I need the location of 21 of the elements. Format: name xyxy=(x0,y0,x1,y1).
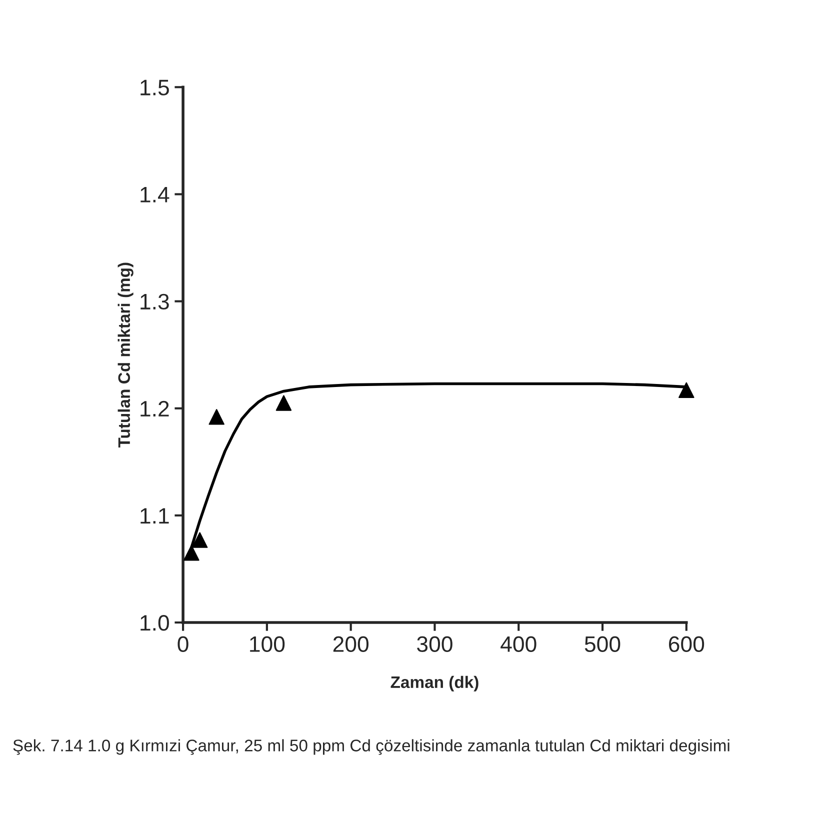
x-tick-label: 600 xyxy=(668,636,704,652)
text: Şek. 7.14 1.0 g Kırmızi Çamur, 25 ml 50 ppm Cd çözeltisinde zamanla tutulan Cd miktari degisimi xyxy=(13,739,730,755)
x-tick-label: 100 xyxy=(250,636,285,652)
point xyxy=(184,545,200,561)
y-tick-label: 1.0 xyxy=(140,615,169,631)
x-tick-label: 0 xyxy=(178,636,188,652)
y-axis-title: Tutulan Cd miktari (mg) xyxy=(118,262,134,448)
y-tick-label: 1.5 xyxy=(140,80,169,96)
point xyxy=(678,382,694,398)
y-tick-label: 1.4 xyxy=(140,186,170,202)
point xyxy=(192,532,208,548)
y-tick-label: 1.1 xyxy=(140,508,169,524)
point xyxy=(276,395,292,411)
x-tick-label: 400 xyxy=(500,636,536,652)
x-axis-title: Zaman (dk) xyxy=(390,676,478,692)
x-tick-label: 200 xyxy=(333,636,368,652)
y-tick-label: 1.3 xyxy=(140,294,169,310)
y-tick-label: 1.2 xyxy=(140,400,169,416)
point xyxy=(208,409,224,425)
x-tick-label: 500 xyxy=(584,636,620,652)
x-tick-label: 300 xyxy=(417,636,452,652)
